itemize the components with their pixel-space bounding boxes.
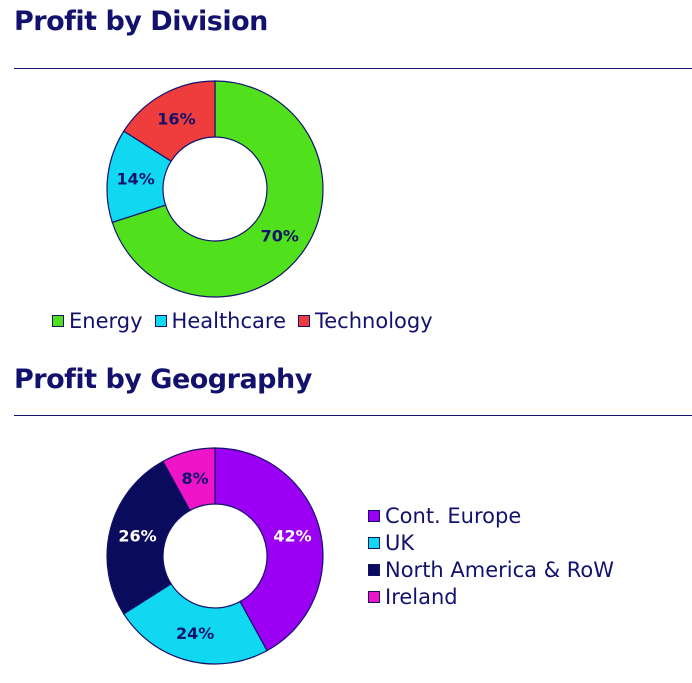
legend-item-north-america-row: North America & RoW <box>368 556 614 583</box>
legend-item-healthcare: Healthcare <box>154 309 286 333</box>
slice-label-healthcare: 14% <box>116 169 154 188</box>
legend-item-ireland: Ireland <box>368 583 614 610</box>
legend-swatch-energy <box>52 315 64 327</box>
chart-title-division: Profit by Division <box>14 6 268 37</box>
slice-uk <box>122 583 268 665</box>
legend-swatch-north-america-row <box>368 563 380 576</box>
legend-geography: Cont. Europe UK North America & RoW Ireland <box>368 502 614 610</box>
slice-technology <box>122 80 216 162</box>
slice-energy <box>111 80 324 298</box>
legend-item-technology: Technology <box>298 309 433 333</box>
legend-label-cont-europe: Cont. Europe <box>385 503 522 528</box>
legend-swatch-uk <box>368 536 380 549</box>
legend-swatch-cont-europe <box>368 509 380 522</box>
legend-label-north-america-row: North America & RoW <box>385 557 615 582</box>
slice-label-uk: 24% <box>176 624 214 643</box>
slice-label-north-america-row: 26% <box>118 527 156 546</box>
legend-item-energy: Energy <box>52 309 143 333</box>
legend-item-uk: UK <box>368 529 614 556</box>
legend-division: Energy Healthcare Technology <box>52 309 445 333</box>
slice-north-america-row <box>106 460 191 615</box>
slice-label-technology: 16% <box>157 109 195 128</box>
legend-label-healthcare: Healthcare <box>171 309 286 333</box>
legend-swatch-technology <box>298 315 310 327</box>
chart-title-geography: Profit by Geography <box>14 364 312 395</box>
slice-cont-europe <box>214 447 324 652</box>
legend-label-uk: UK <box>385 530 415 555</box>
slice-ireland <box>162 447 216 512</box>
legend-item-cont-europe: Cont. Europe <box>368 502 614 529</box>
slice-label-ireland: 8% <box>182 469 209 488</box>
slice-label-cont-europe: 42% <box>273 527 311 546</box>
legend-label-technology: Technology <box>315 309 433 333</box>
legend-swatch-ireland <box>368 590 380 603</box>
legend-label-energy: Energy <box>69 309 143 333</box>
slice-label-energy: 70% <box>261 227 299 246</box>
legend-swatch-healthcare <box>154 315 167 327</box>
title-divider-geography <box>14 415 692 416</box>
legend-label-ireland: Ireland <box>385 584 458 609</box>
title-divider-division <box>14 68 692 69</box>
donut-chart-division: 70% 14% 16% <box>106 80 324 298</box>
donut-chart-geography: 42% 24% 26% 8% <box>106 447 324 665</box>
